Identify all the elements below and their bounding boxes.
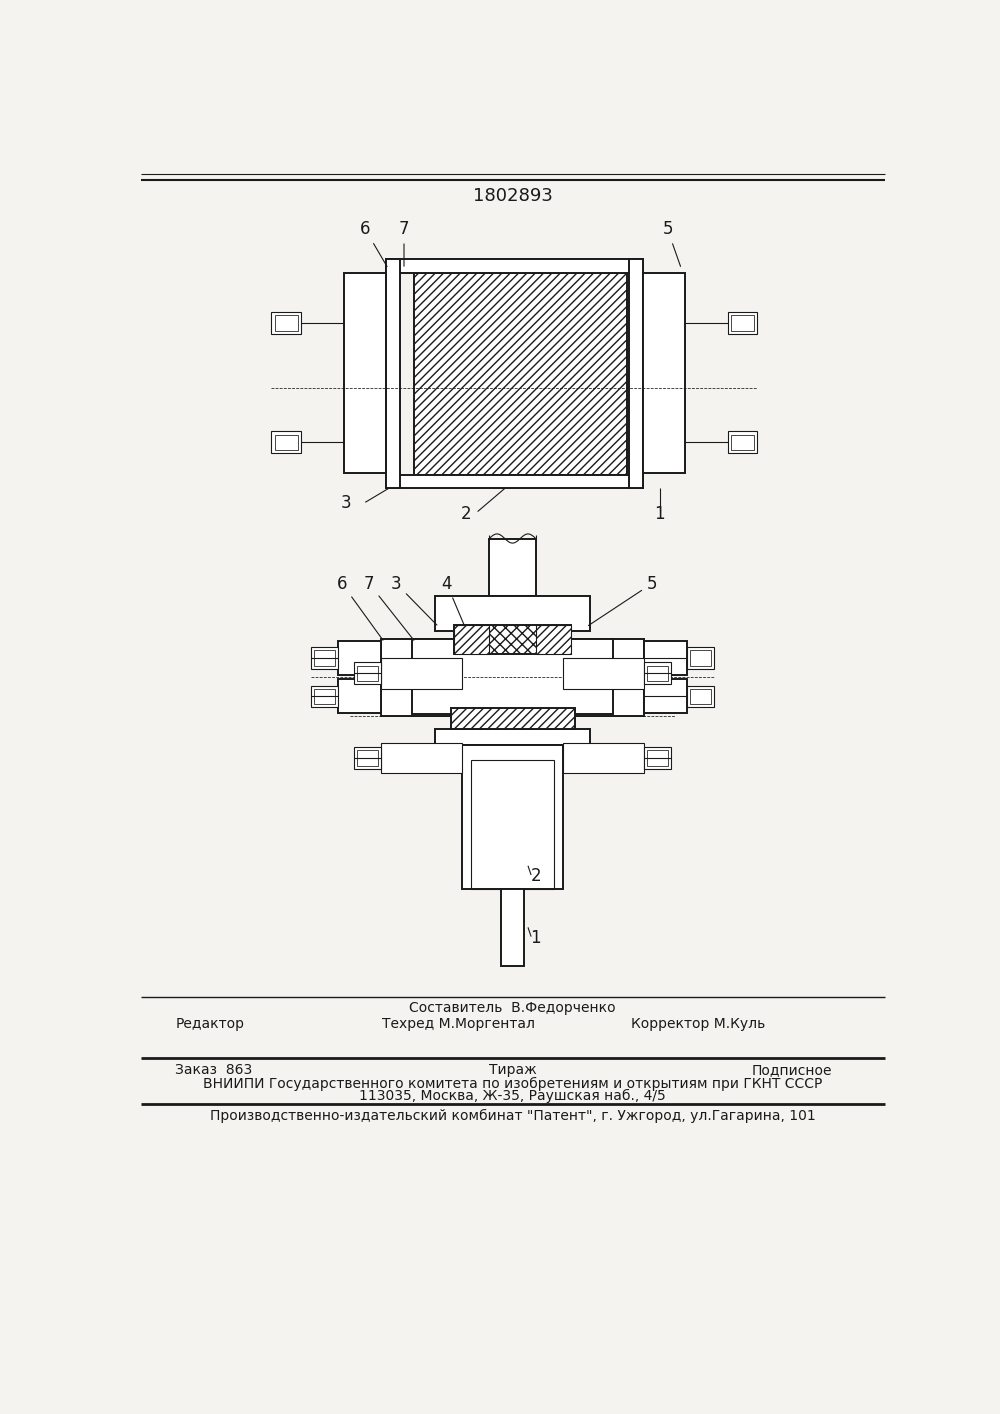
Bar bbox=[728, 431, 757, 452]
Text: 3: 3 bbox=[391, 574, 437, 625]
Text: Тираж: Тираж bbox=[489, 1063, 536, 1077]
Text: Редактор: Редактор bbox=[175, 1017, 244, 1031]
Bar bbox=[386, 259, 400, 488]
Bar bbox=[386, 475, 643, 488]
Bar bbox=[462, 745, 563, 889]
Bar bbox=[728, 312, 757, 334]
Text: Подписное: Подписное bbox=[751, 1063, 832, 1077]
Bar bbox=[354, 747, 381, 769]
Bar bbox=[687, 686, 714, 707]
Bar bbox=[563, 658, 644, 689]
Bar bbox=[471, 761, 554, 889]
Text: 113035, Москва, Ж-35, Раушская наб., 4/5: 113035, Москва, Ж-35, Раушская наб., 4/5 bbox=[359, 1089, 666, 1103]
Bar bbox=[271, 431, 301, 452]
Bar bbox=[687, 648, 714, 669]
Bar bbox=[644, 679, 687, 713]
Bar bbox=[314, 650, 335, 666]
Text: 1: 1 bbox=[530, 929, 541, 947]
Bar bbox=[396, 646, 629, 708]
Bar bbox=[311, 686, 338, 707]
Text: 6: 6 bbox=[337, 574, 383, 641]
Bar bbox=[386, 259, 643, 273]
Text: Корректор М.Куль: Корректор М.Куль bbox=[631, 1017, 766, 1031]
Text: Производственно-издательский комбинат "Патент", г. Ужгород, ул.Гагарина, 101: Производственно-издательский комбинат "П… bbox=[210, 1109, 815, 1123]
Text: 1802893: 1802893 bbox=[473, 187, 552, 205]
Bar bbox=[357, 666, 378, 682]
Bar bbox=[690, 650, 711, 666]
Bar bbox=[435, 730, 590, 745]
Bar bbox=[338, 679, 381, 713]
Bar bbox=[275, 315, 298, 331]
Text: 5: 5 bbox=[662, 221, 681, 266]
Bar bbox=[381, 658, 462, 689]
Text: 6: 6 bbox=[360, 221, 387, 267]
Bar bbox=[311, 648, 338, 669]
Text: 2: 2 bbox=[530, 867, 541, 885]
Bar bbox=[644, 641, 687, 674]
Text: Составитель  В.Федорченко: Составитель В.Федорченко bbox=[409, 1001, 616, 1015]
Text: 5: 5 bbox=[588, 574, 657, 625]
Bar bbox=[643, 273, 685, 474]
Text: 2: 2 bbox=[461, 505, 471, 523]
Bar bbox=[644, 663, 671, 684]
Bar bbox=[644, 747, 671, 769]
Bar bbox=[489, 539, 536, 597]
Text: 4: 4 bbox=[441, 574, 469, 636]
Bar bbox=[357, 751, 378, 765]
Bar bbox=[501, 889, 524, 966]
Bar bbox=[450, 708, 574, 730]
Bar bbox=[344, 273, 386, 474]
Text: ВНИИПИ Государственного комитета по изобретениям и открытиям при ГКНТ СССР: ВНИИПИ Государственного комитета по изоб… bbox=[203, 1076, 822, 1090]
Text: 1: 1 bbox=[654, 505, 665, 523]
Bar bbox=[271, 312, 301, 334]
Bar bbox=[731, 434, 754, 450]
Bar bbox=[454, 625, 571, 655]
Bar bbox=[647, 751, 668, 765]
Bar bbox=[563, 742, 644, 773]
Bar bbox=[381, 742, 462, 773]
Bar bbox=[731, 315, 754, 331]
Bar bbox=[647, 666, 668, 682]
Bar bbox=[454, 625, 489, 655]
Bar bbox=[536, 625, 571, 655]
Text: 7: 7 bbox=[399, 221, 409, 266]
Text: 3: 3 bbox=[341, 493, 351, 512]
Bar bbox=[435, 597, 590, 631]
Bar bbox=[314, 689, 335, 704]
Bar bbox=[412, 639, 613, 714]
Text: Техред М.Моргентал: Техред М.Моргентал bbox=[382, 1017, 535, 1031]
Bar bbox=[381, 639, 644, 715]
Text: 7: 7 bbox=[364, 574, 414, 641]
Text: Заказ  863: Заказ 863 bbox=[175, 1063, 253, 1077]
Bar bbox=[338, 641, 381, 674]
Bar bbox=[690, 689, 711, 704]
Bar bbox=[354, 663, 381, 684]
Bar bbox=[629, 259, 643, 488]
Bar bbox=[414, 273, 627, 475]
Bar bbox=[275, 434, 298, 450]
